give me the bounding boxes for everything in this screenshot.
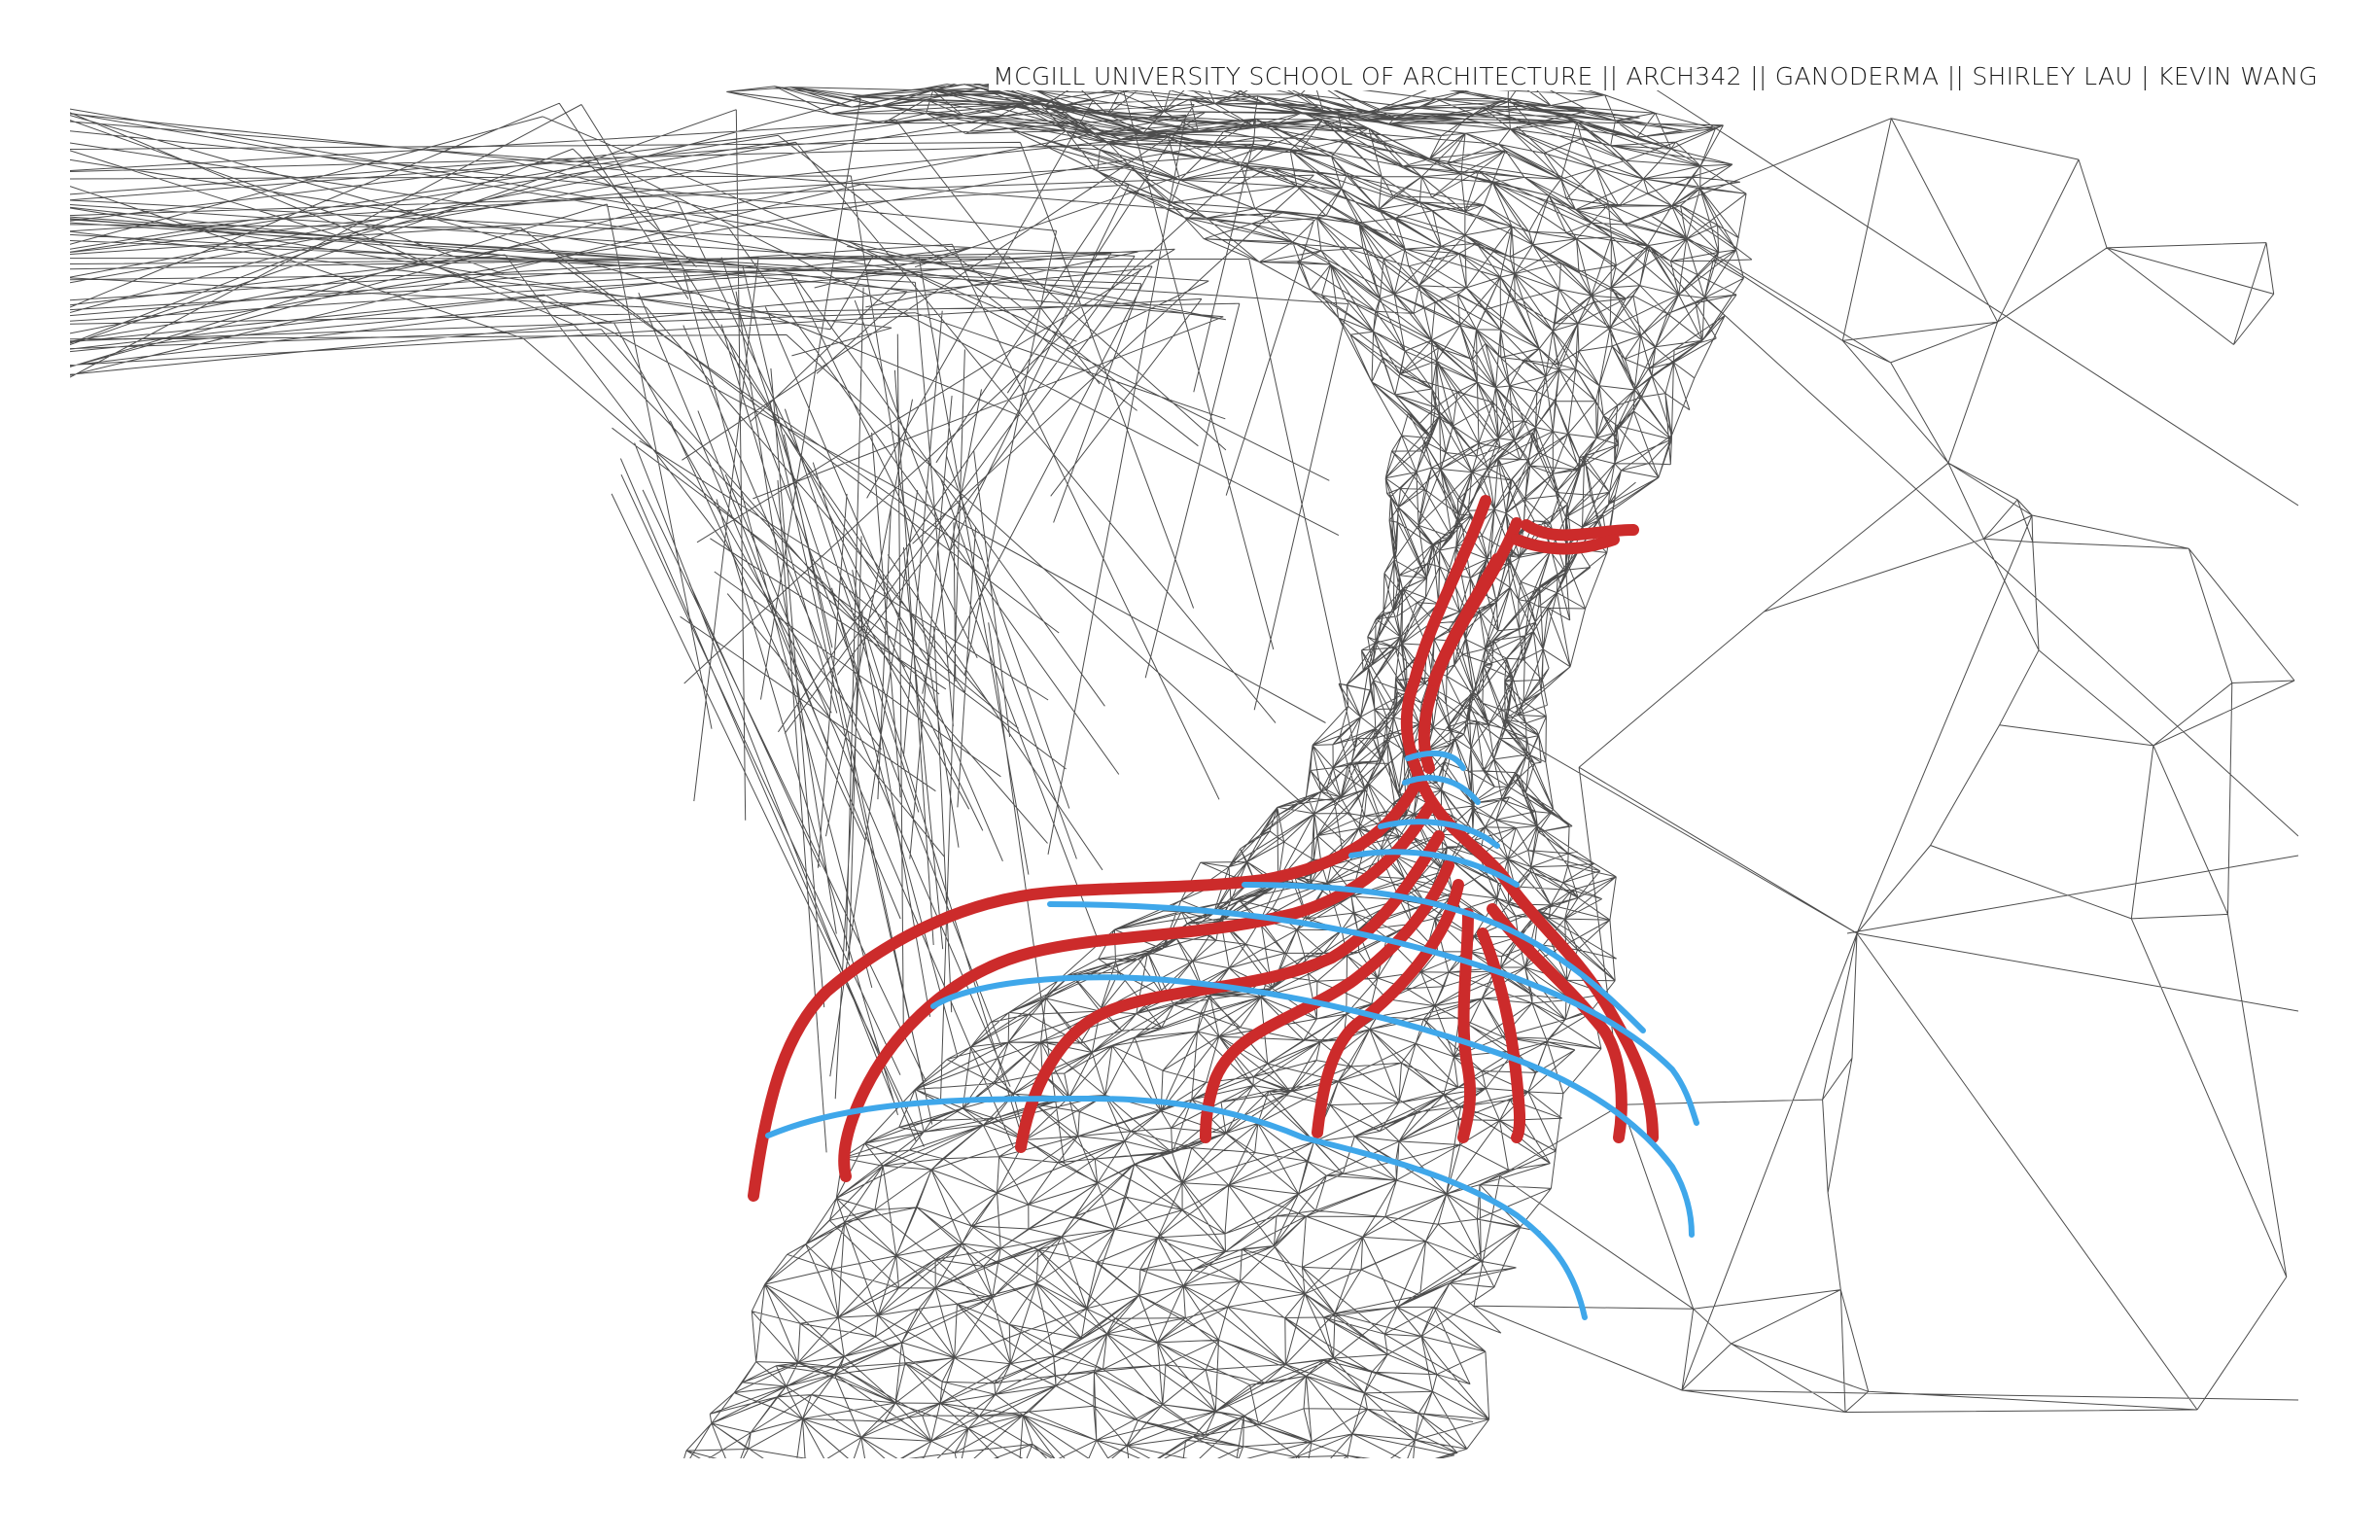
blue-contour-strokes <box>765 750 1699 1320</box>
blue-contour-stroke <box>1348 849 1520 888</box>
red-branch-stroke <box>1457 908 1477 1143</box>
blue-contour-stroke <box>1047 901 1699 1126</box>
header-credit: MCGILL UNIVERSITY SCHOOL OF ARCHITECTURE… <box>989 62 2322 90</box>
red-branch-stroke <box>1400 495 1659 1143</box>
blue-contour-stroke <box>1242 882 1646 1033</box>
red-branch-stroke <box>1487 903 1628 1143</box>
red-branch-stroke <box>1312 879 1464 1138</box>
red-branch-stroke <box>1200 859 1454 1143</box>
red-branch-strokes <box>748 495 1659 1202</box>
red-branch-stroke <box>1521 519 1639 542</box>
red-branch-stroke <box>1511 534 1620 555</box>
blue-contour-stroke <box>1378 819 1500 849</box>
blue-contour-stroke <box>1405 750 1466 771</box>
red-branch-stroke <box>748 772 1425 1202</box>
blue-contour-stroke <box>765 1096 1588 1320</box>
red-branch-stroke <box>1428 553 1503 686</box>
red-branch-stroke <box>1477 928 1525 1143</box>
blue-contour-stroke <box>930 974 1695 1238</box>
blue-contour-stroke <box>1402 775 1481 805</box>
